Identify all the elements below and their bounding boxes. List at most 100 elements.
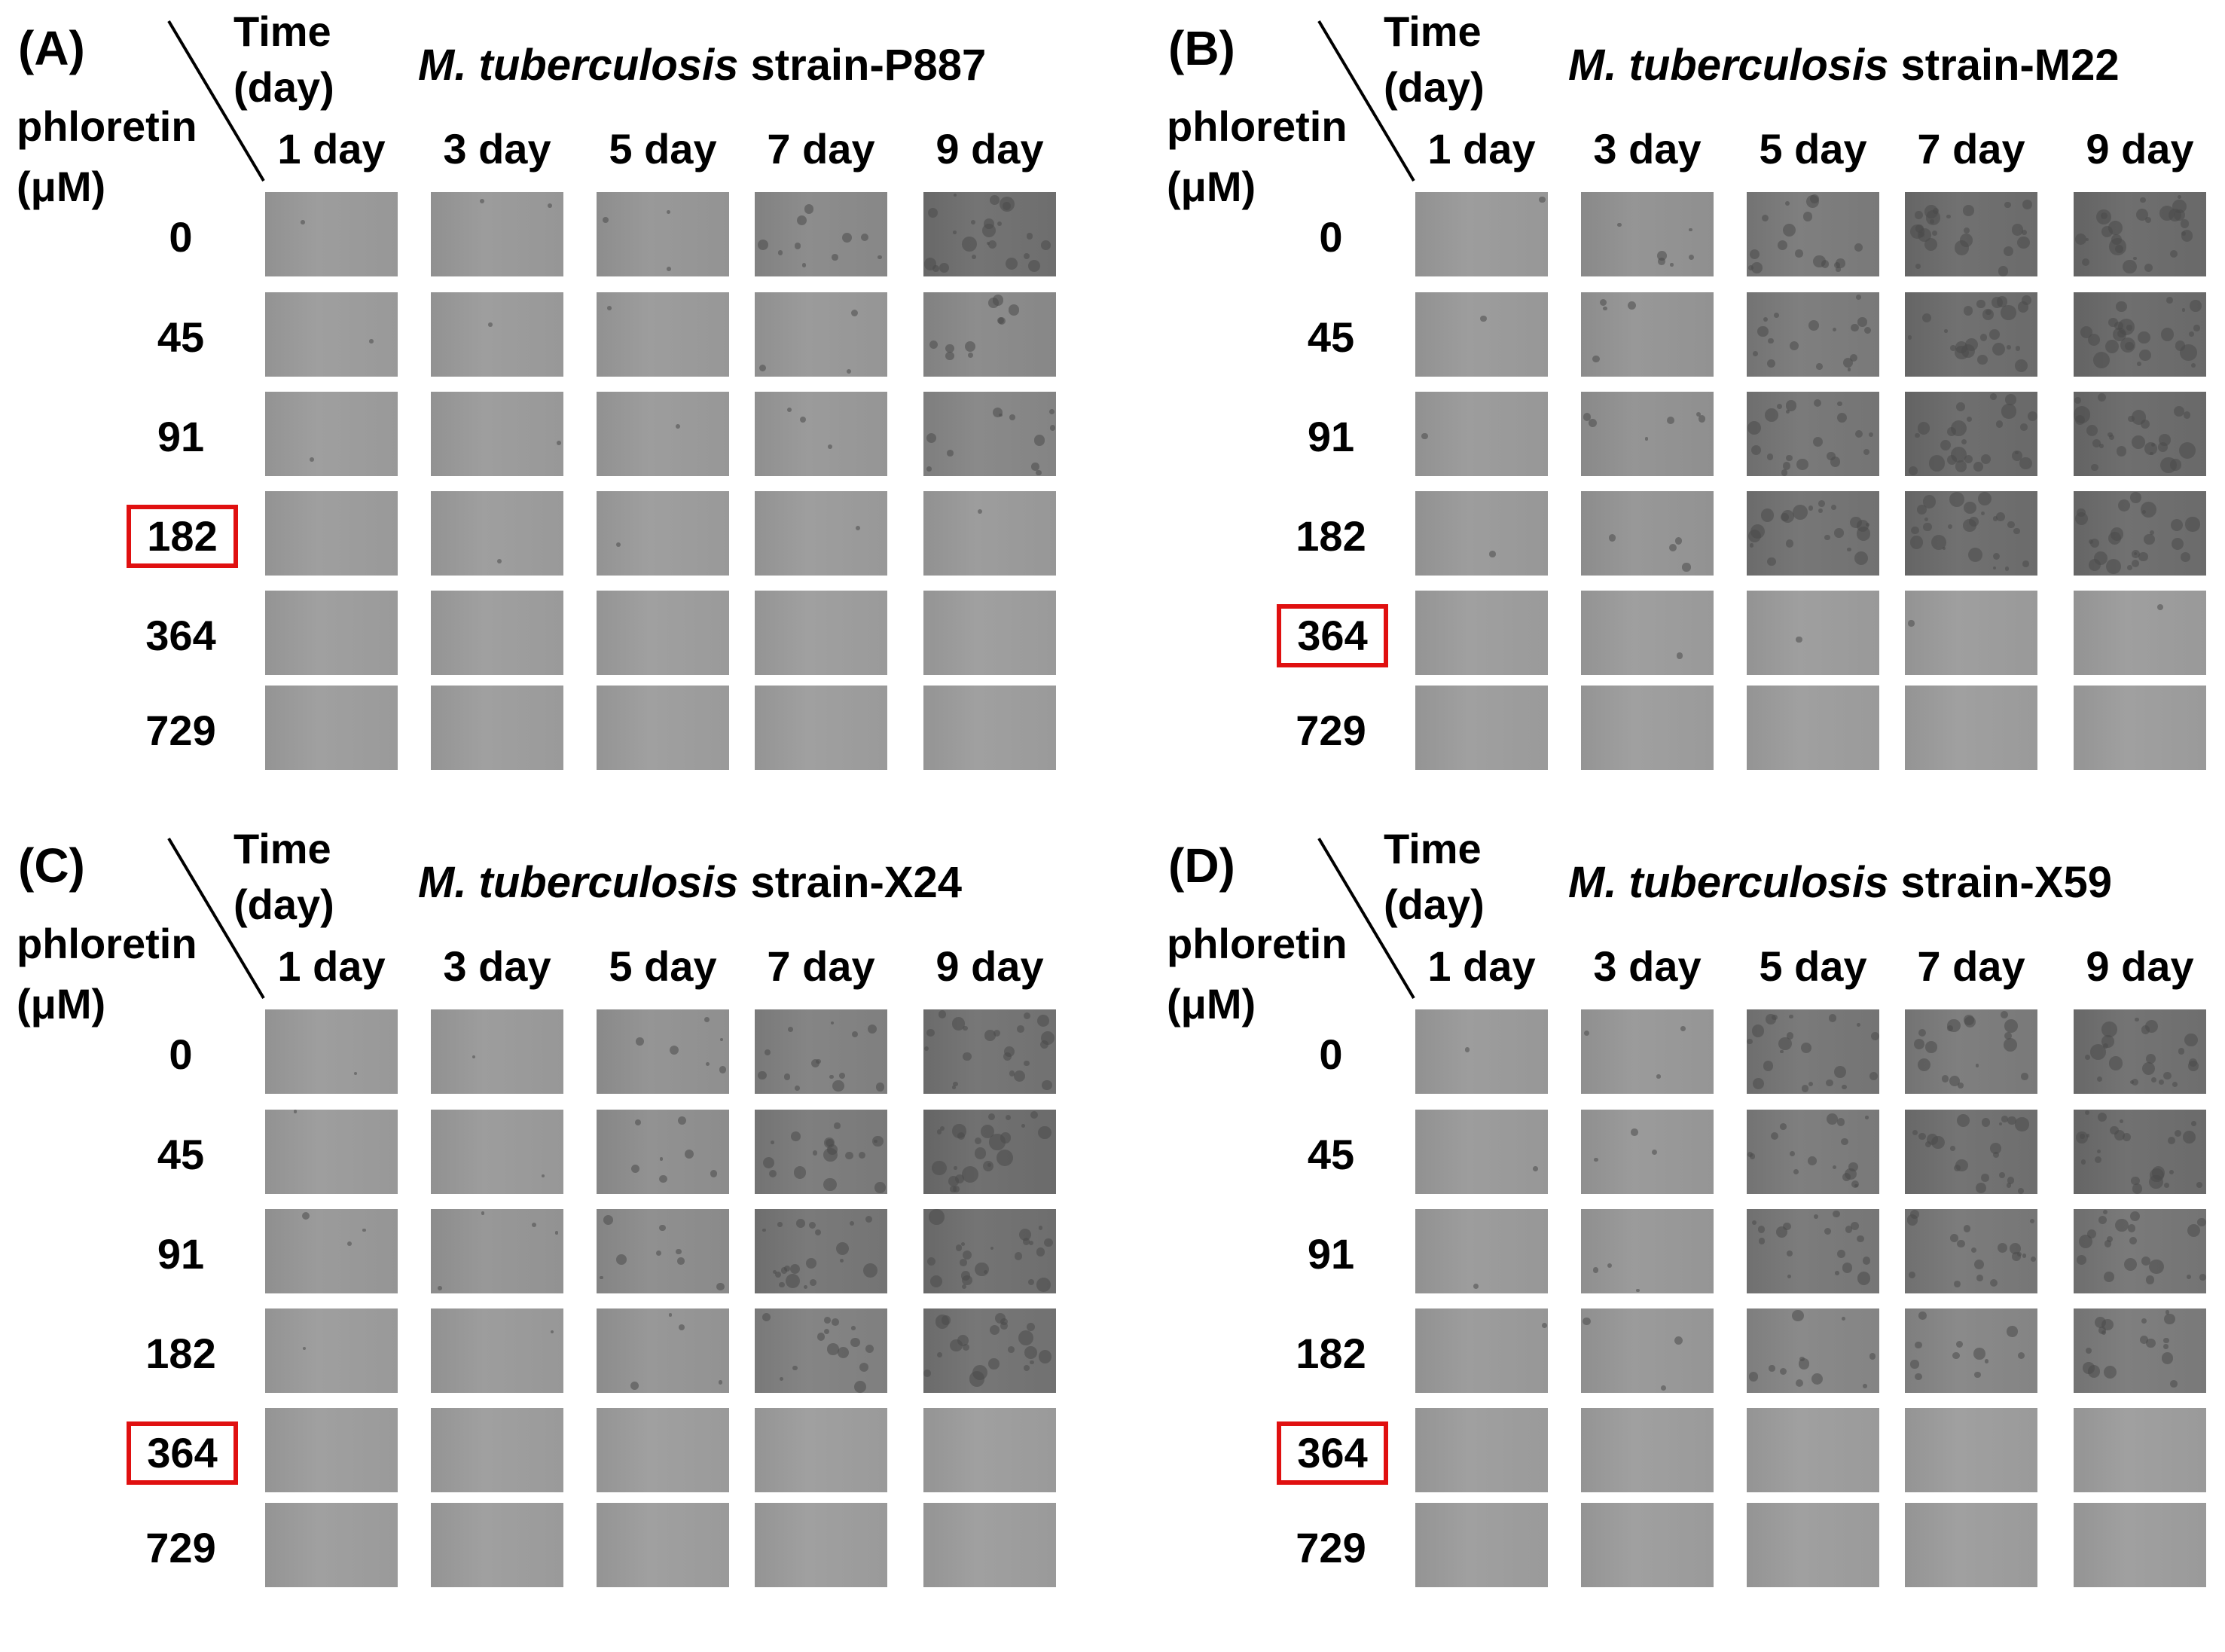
colony [2150, 1076, 2157, 1083]
colony [2110, 1125, 2119, 1134]
colony [1990, 1143, 2002, 1154]
colony [2150, 451, 2153, 455]
colony [1658, 258, 1665, 265]
colony [2172, 1082, 2178, 1088]
well-image [265, 392, 398, 476]
colony [784, 1266, 790, 1272]
colony [1849, 354, 1857, 362]
colony [1676, 652, 1683, 659]
colony [1030, 1360, 1034, 1365]
colony [2187, 1275, 2192, 1280]
colony [1992, 1151, 2000, 1159]
colony [2196, 1181, 2203, 1189]
colony [1594, 1157, 1599, 1162]
well-image [2074, 491, 2206, 576]
well-image [265, 192, 398, 276]
well-image [1581, 1503, 1714, 1587]
strain-id: strain-X24 [738, 858, 962, 907]
colony [2144, 533, 2156, 545]
colony [1780, 1050, 1784, 1054]
colony [667, 210, 670, 215]
colony [1780, 1122, 1787, 1130]
colony [1660, 1385, 1667, 1391]
colony [678, 1116, 687, 1125]
colony [1915, 224, 1924, 234]
colony [1856, 1235, 1864, 1243]
colony [2117, 329, 2126, 338]
colony [971, 255, 976, 259]
colony [2170, 518, 2184, 532]
colony [1801, 1085, 1809, 1092]
colony [1758, 1226, 1766, 1233]
colony [2132, 435, 2145, 449]
well-image [431, 1110, 563, 1194]
colony [2007, 521, 2015, 529]
colony [1826, 1079, 1833, 1087]
colony [2106, 559, 2122, 575]
well-image [1415, 1503, 1548, 1587]
colony [839, 1073, 846, 1079]
well-image [597, 1110, 729, 1194]
well-image [1905, 1009, 2037, 1094]
panel-label: (A) [18, 21, 85, 75]
colony [1008, 1345, 1015, 1353]
colony [788, 1026, 794, 1032]
colony [1763, 316, 1768, 322]
colony [2138, 551, 2148, 561]
colony [1909, 1271, 1916, 1278]
colony [1751, 1024, 1764, 1037]
colony [2188, 1061, 2199, 1071]
colony [541, 1174, 545, 1178]
colony [603, 1215, 613, 1226]
colony [1863, 448, 1870, 455]
colony [999, 414, 1003, 417]
colony [1779, 1367, 1787, 1376]
colony [1795, 249, 1803, 258]
colony [719, 1038, 724, 1042]
colony [1789, 1014, 1793, 1018]
colony [1023, 1012, 1030, 1020]
colony [835, 1242, 850, 1256]
colony [1948, 524, 1953, 529]
colony [1915, 1341, 1922, 1349]
well-image [265, 1009, 398, 1094]
colony [1747, 420, 1761, 435]
colony [2177, 194, 2182, 200]
colony [2004, 201, 2011, 208]
day-column-label: 9 day [935, 942, 1044, 990]
colony [1006, 1114, 1012, 1121]
colony [1038, 1126, 1051, 1140]
strain-species: M. tuberculosis [418, 41, 739, 90]
colony [827, 1342, 839, 1355]
colony [2150, 530, 2155, 535]
colony [1915, 263, 1921, 269]
colony [1961, 344, 1975, 358]
colony [1856, 1022, 1861, 1028]
well-image [265, 1503, 398, 1587]
colony [2013, 528, 2020, 535]
well-image [1905, 1503, 2037, 1587]
colony [2096, 1149, 2101, 1153]
well-image [1747, 1209, 1879, 1293]
colony [1752, 351, 1758, 357]
colony [850, 1325, 856, 1330]
colony [2178, 442, 2196, 460]
header-diagonal-divider [167, 837, 265, 1000]
colony [2187, 1223, 2201, 1237]
time-unit-header: (day) [1384, 881, 1485, 928]
colony [2128, 415, 2135, 423]
colony [1017, 1025, 1024, 1033]
colony [1816, 362, 1824, 370]
concentration-unit-header: (μM) [17, 980, 106, 1028]
colony [1915, 1373, 1922, 1381]
colony [1028, 1241, 1033, 1246]
well-image [431, 1009, 563, 1094]
colony [790, 1264, 801, 1275]
colony [2140, 197, 2146, 203]
colony [855, 526, 860, 531]
colony [1946, 1025, 1953, 1031]
colony [1951, 446, 1967, 463]
colony [2101, 1021, 2117, 1037]
colony [1906, 1214, 1918, 1226]
colony [814, 1229, 822, 1236]
